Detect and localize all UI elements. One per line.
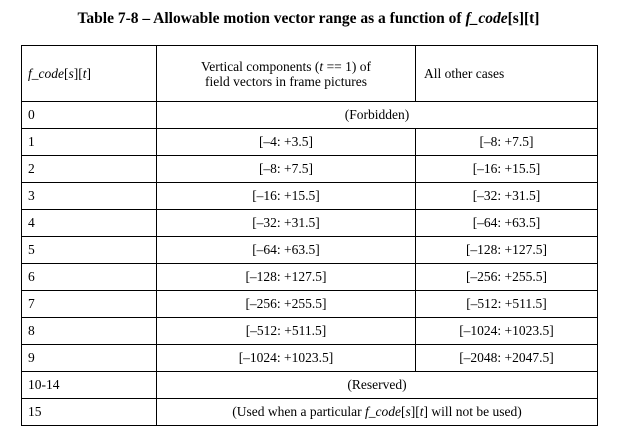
vertical-range-cell: [–512: +511.5] <box>156 317 416 345</box>
fcode-cell: 1 <box>21 128 157 156</box>
merged-cell: (Forbidden) <box>156 101 598 129</box>
other-range-cell: [–1024: +1023.5] <box>415 317 598 345</box>
other-range-cell: [–64: +63.5] <box>415 209 598 237</box>
fcode-cell: 5 <box>21 236 157 264</box>
vertical-range-cell: [–1024: +1023.5] <box>156 344 416 372</box>
other-range-cell: [–512: +511.5] <box>415 290 598 318</box>
vertical-range-cell: [–32: +31.5] <box>156 209 416 237</box>
fcode-cell: 0 <box>21 101 157 129</box>
table-title-index-s: [s] <box>507 10 524 27</box>
table-row: 0 (Forbidden) <box>21 101 598 129</box>
table-row: 6 [–128: +127.5] [–256: +255.5] <box>21 263 598 291</box>
fcode-cell: 3 <box>21 182 157 210</box>
header-vertical-components: Vertical components (t == 1) of field vec… <box>156 45 416 102</box>
table-title: Table 7-8 – Allowable motion vector rang… <box>0 9 617 29</box>
vertical-range-cell: [–8: +7.5] <box>156 155 416 183</box>
vertical-range-cell: [–4: +3.5] <box>156 128 416 156</box>
table-row: 4 [–32: +31.5] [–64: +63.5] <box>21 209 598 237</box>
other-range-cell: [–128: +127.5] <box>415 236 598 264</box>
fcode-cell: 4 <box>21 209 157 237</box>
other-range-cell: [–256: +255.5] <box>415 263 598 291</box>
fcode-cell: 2 <box>21 155 157 183</box>
table-row: 8 [–512: +511.5] [–1024: +1023.5] <box>21 317 598 345</box>
header-fcode: f_code[s][t] <box>21 45 157 102</box>
table-row: 5 [–64: +63.5] [–128: +127.5] <box>21 236 598 264</box>
table-title-prefix: Table 7-8 – Allowable motion vector rang… <box>77 10 466 27</box>
fcode-cell: 6 <box>21 263 157 291</box>
fcode-cell: 15 <box>21 398 157 426</box>
other-range-cell: [–2048: +2047.5] <box>415 344 598 372</box>
vertical-range-cell: [–128: +127.5] <box>156 263 416 291</box>
fcode-cell: 10-14 <box>21 371 157 399</box>
other-range-cell: [–32: +31.5] <box>415 182 598 210</box>
vertical-range-cell: [–16: +15.5] <box>156 182 416 210</box>
table-row: 1 [–4: +3.5] [–8: +7.5] <box>21 128 598 156</box>
other-range-cell: [–8: +7.5] <box>415 128 598 156</box>
table-row: 2 [–8: +7.5] [–16: +15.5] <box>21 155 598 183</box>
motion-vector-range-table: f_code[s][t] Vertical components (t == 1… <box>21 45 598 426</box>
merged-cell: (Reserved) <box>156 371 598 399</box>
table-title-func: f_code <box>465 10 508 27</box>
table-row: 9 [–1024: +1023.5] [–2048: +2047.5] <box>21 344 598 372</box>
table-row: 7 [–256: +255.5] [–512: +511.5] <box>21 290 598 318</box>
table-title-index-t: [t] <box>523 10 540 27</box>
vertical-range-cell: [–64: +63.5] <box>156 236 416 264</box>
table-header-row: f_code[s][t] Vertical components (t == 1… <box>21 45 598 102</box>
header-other-cases: All other cases <box>415 45 598 102</box>
table-row: 15 (Used when a particular f_code[s][t] … <box>21 398 598 426</box>
vertical-range-cell: [–256: +255.5] <box>156 290 416 318</box>
table-row: 10-14 (Reserved) <box>21 371 598 399</box>
fcode-cell: 9 <box>21 344 157 372</box>
other-range-cell: [–16: +15.5] <box>415 155 598 183</box>
fcode-cell: 8 <box>21 317 157 345</box>
table-row: 3 [–16: +15.5] [–32: +31.5] <box>21 182 598 210</box>
fcode-cell: 7 <box>21 290 157 318</box>
merged-cell: (Used when a particular f_code[s][t] wil… <box>156 398 598 426</box>
